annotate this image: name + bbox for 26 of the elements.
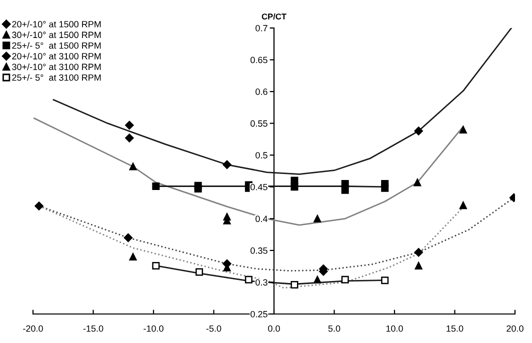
y-tick-label: 0.6 bbox=[256, 88, 268, 95]
y-tick-label: 0.65 bbox=[250, 56, 268, 64]
y-tick-label: 0.45 bbox=[250, 184, 268, 190]
x-tick-label: -10.0 bbox=[144, 325, 164, 332]
x-tick-label: 5.0 bbox=[328, 325, 340, 332]
x-tick-label: 15.0 bbox=[446, 325, 464, 332]
y-tick-label: 0.3 bbox=[256, 279, 268, 286]
x-tick-label: -15.0 bbox=[83, 325, 104, 332]
y-tick-label: 0.5 bbox=[256, 152, 268, 158]
y-tick-label: 0.4 bbox=[256, 216, 268, 222]
legend-label: 30+/-10° at 1500 RPM bbox=[12, 31, 101, 38]
y-tick-label: 0.25 bbox=[250, 310, 268, 318]
x-tick-label: 0.0 bbox=[268, 325, 280, 332]
x-tick-label: 20.0 bbox=[506, 325, 524, 332]
y-tick-label: 0.35 bbox=[250, 247, 268, 254]
legend-label: 20+/-10° at 1500 RPM bbox=[12, 20, 101, 28]
legend-label: 25+/- 5° at 3100 RPM bbox=[12, 74, 101, 81]
x-tick-label: -5.0 bbox=[206, 325, 222, 332]
y-tick-label: 0.7 bbox=[256, 24, 268, 32]
legend-label: 25+/- 5° at 1500 RPM bbox=[12, 42, 101, 49]
legend-label: 20+/-10° at 3100 RPM bbox=[12, 52, 101, 60]
legend-label: 30+/-10° at 3100 RPM bbox=[12, 63, 101, 70]
y-tick-label: 0.55 bbox=[250, 120, 268, 127]
y-axis-title: CP/CT bbox=[262, 13, 286, 20]
x-tick-label: 10.0 bbox=[386, 325, 403, 332]
x-tick-label: -20.0 bbox=[23, 325, 43, 332]
